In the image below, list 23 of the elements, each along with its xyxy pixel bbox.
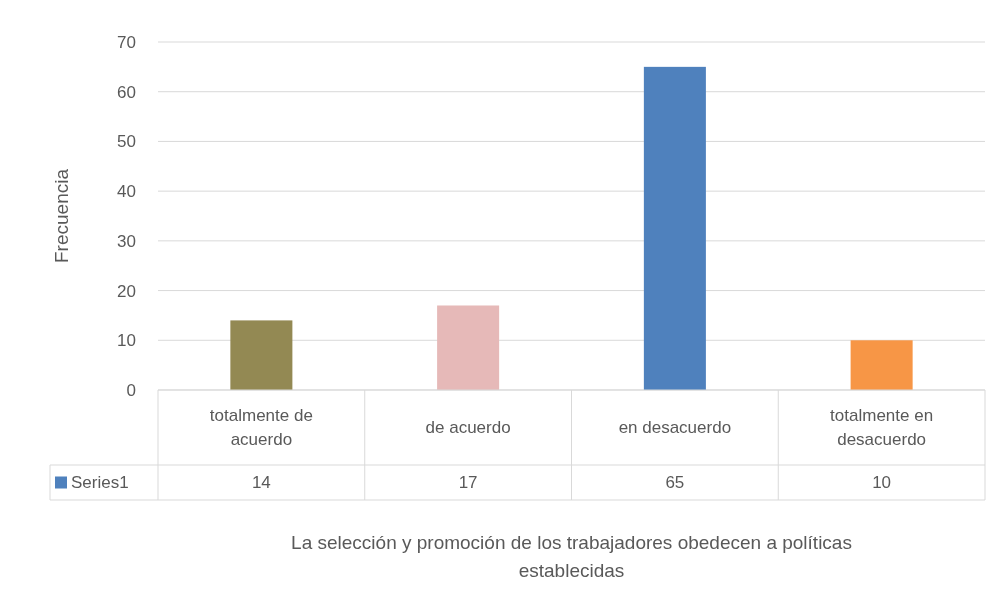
x-tick-label: de acuerdo — [425, 418, 511, 438]
bar — [230, 320, 293, 390]
y-tick-label: 30 — [117, 231, 136, 251]
data-label: 17 — [458, 473, 478, 493]
bar — [850, 340, 913, 390]
y-tick-label: 0 — [126, 380, 136, 400]
y-tick-label: 70 — [117, 32, 136, 52]
x-axis-title: La selección y promoción de los trabajadores obedecen a políticas establecidas — [291, 532, 852, 581]
y-tick-label: 60 — [117, 82, 136, 102]
bar — [643, 66, 706, 390]
y-axis-title: Frecuencia — [51, 168, 72, 263]
data-label: 10 — [872, 473, 892, 493]
y-tick-label: 50 — [117, 132, 136, 152]
legend-label: Series1 — [71, 473, 129, 493]
data-label: 65 — [665, 473, 685, 493]
x-tick-label: totalmente de acuerdo — [209, 406, 313, 450]
data-label: 14 — [251, 473, 271, 493]
x-tick-label: en desacuerdo — [618, 418, 732, 438]
y-tick-label: 40 — [117, 182, 136, 202]
x-tick-label: totalmente en desacuerdo — [830, 406, 934, 450]
y-tick-label: 20 — [117, 281, 136, 301]
y-tick-label: 10 — [117, 331, 136, 351]
bar — [437, 305, 500, 390]
